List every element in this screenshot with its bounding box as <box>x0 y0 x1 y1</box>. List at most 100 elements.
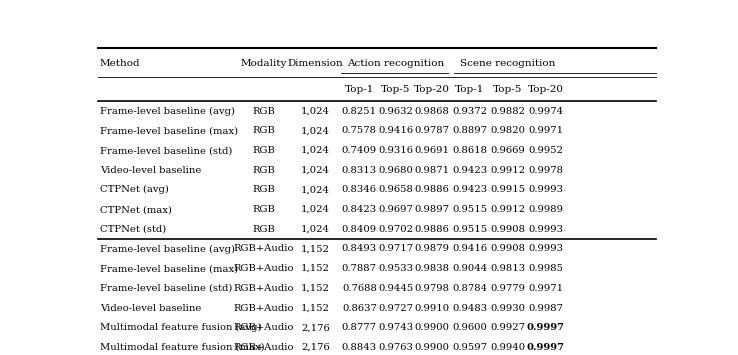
Text: 0.9717: 0.9717 <box>379 245 413 253</box>
Text: 1,024: 1,024 <box>301 225 330 234</box>
Text: 0.7688: 0.7688 <box>342 284 377 293</box>
Text: 1,152: 1,152 <box>301 245 330 253</box>
Text: Method: Method <box>100 59 140 67</box>
Text: 0.9423: 0.9423 <box>452 185 487 195</box>
Text: 0.8777: 0.8777 <box>342 323 377 332</box>
Text: 0.9445: 0.9445 <box>379 284 413 293</box>
Text: 0.9886: 0.9886 <box>415 225 449 234</box>
Text: 0.9900: 0.9900 <box>415 343 449 352</box>
Text: Video-level baseline: Video-level baseline <box>100 166 201 175</box>
Text: RGB+Audio: RGB+Audio <box>234 343 294 352</box>
Text: Frame-level baseline (max): Frame-level baseline (max) <box>100 126 238 135</box>
Text: 0.9912: 0.9912 <box>491 205 525 214</box>
Text: 2,176: 2,176 <box>301 343 330 352</box>
Text: 0.9727: 0.9727 <box>379 304 413 312</box>
Text: 0.9993: 0.9993 <box>528 185 563 195</box>
Text: Top-5: Top-5 <box>382 84 410 94</box>
Text: Dimension: Dimension <box>287 59 343 67</box>
Text: 0.9372: 0.9372 <box>452 107 487 116</box>
Text: Action recognition: Action recognition <box>347 59 444 67</box>
Text: 0.9993: 0.9993 <box>528 225 563 234</box>
Text: 1,152: 1,152 <box>301 284 330 293</box>
Text: Scene recognition: Scene recognition <box>461 59 556 67</box>
Text: RGB: RGB <box>252 185 275 195</box>
Text: 0.9515: 0.9515 <box>452 205 487 214</box>
Text: 2,176: 2,176 <box>301 323 330 332</box>
Text: 1,024: 1,024 <box>301 107 330 116</box>
Text: RGB+Audio: RGB+Audio <box>234 323 294 332</box>
Text: 0.7578: 0.7578 <box>342 126 377 135</box>
Text: Frame-level baseline (avg): Frame-level baseline (avg) <box>100 244 235 253</box>
Text: 0.9997: 0.9997 <box>527 343 565 352</box>
Text: 0.9515: 0.9515 <box>452 225 487 234</box>
Text: 0.9779: 0.9779 <box>491 284 525 293</box>
Text: 0.9787: 0.9787 <box>415 126 449 135</box>
Text: 0.9798: 0.9798 <box>415 284 449 293</box>
Text: Frame-level baseline (std): Frame-level baseline (std) <box>100 284 232 293</box>
Text: 0.9910: 0.9910 <box>415 304 449 312</box>
Text: 0.9868: 0.9868 <box>415 107 449 116</box>
Text: CTPNet (std): CTPNet (std) <box>100 225 166 234</box>
Text: Top-1: Top-1 <box>345 84 374 94</box>
Text: 1,024: 1,024 <box>301 166 330 175</box>
Text: Frame-level baseline (avg): Frame-level baseline (avg) <box>100 106 235 116</box>
Text: 0.9952: 0.9952 <box>528 146 563 155</box>
Text: RGB+Audio: RGB+Audio <box>234 304 294 312</box>
Text: Top-5: Top-5 <box>494 84 523 94</box>
Text: 0.9600: 0.9600 <box>452 323 487 332</box>
Text: 0.9912: 0.9912 <box>491 166 525 175</box>
Text: Frame-level baseline (max): Frame-level baseline (max) <box>100 264 238 273</box>
Text: RGB: RGB <box>252 225 275 234</box>
Text: Top-20: Top-20 <box>528 84 564 94</box>
Text: 0.9423: 0.9423 <box>452 166 487 175</box>
Text: 0.8423: 0.8423 <box>342 205 377 214</box>
Text: 0.8784: 0.8784 <box>452 284 487 293</box>
Text: 0.9871: 0.9871 <box>415 166 449 175</box>
Text: Modality: Modality <box>241 59 287 67</box>
Text: 0.7887: 0.7887 <box>342 264 377 273</box>
Text: Multimodal feature fusion (avg): Multimodal feature fusion (avg) <box>100 323 261 332</box>
Text: RGB: RGB <box>252 126 275 135</box>
Text: Multimodal feature fusion (max): Multimodal feature fusion (max) <box>100 343 264 352</box>
Text: 0.9597: 0.9597 <box>452 343 487 352</box>
Text: 0.9985: 0.9985 <box>528 264 563 273</box>
Text: 0.9987: 0.9987 <box>528 304 563 312</box>
Text: 0.9908: 0.9908 <box>491 225 525 234</box>
Text: 0.9416: 0.9416 <box>452 245 487 253</box>
Text: 1,024: 1,024 <box>301 146 330 155</box>
Text: RGB: RGB <box>252 166 275 175</box>
Text: RGB: RGB <box>252 205 275 214</box>
Text: 1,024: 1,024 <box>301 205 330 214</box>
Text: 0.9900: 0.9900 <box>415 323 449 332</box>
Text: 0.9813: 0.9813 <box>491 264 525 273</box>
Text: 0.7409: 0.7409 <box>342 146 377 155</box>
Text: 0.8346: 0.8346 <box>342 185 377 195</box>
Text: 0.9416: 0.9416 <box>379 126 413 135</box>
Text: 0.9680: 0.9680 <box>379 166 413 175</box>
Text: 0.9820: 0.9820 <box>491 126 525 135</box>
Text: Top-1: Top-1 <box>455 84 484 94</box>
Text: Video-level baseline: Video-level baseline <box>100 304 201 312</box>
Text: 0.9908: 0.9908 <box>491 245 525 253</box>
Text: 0.9763: 0.9763 <box>379 343 413 352</box>
Text: 0.8637: 0.8637 <box>342 304 377 312</box>
Text: 0.9697: 0.9697 <box>379 205 413 214</box>
Text: 0.9940: 0.9940 <box>491 343 525 352</box>
Text: 0.8618: 0.8618 <box>452 146 487 155</box>
Text: 1,152: 1,152 <box>301 304 330 312</box>
Text: RGB+Audio: RGB+Audio <box>234 284 294 293</box>
Text: 0.8251: 0.8251 <box>342 107 377 116</box>
Text: 0.9978: 0.9978 <box>528 166 563 175</box>
Text: 0.9993: 0.9993 <box>528 245 563 253</box>
Text: 0.9838: 0.9838 <box>415 264 449 273</box>
Text: RGB+Audio: RGB+Audio <box>234 264 294 273</box>
Text: RGB: RGB <box>252 107 275 116</box>
Text: 0.9886: 0.9886 <box>415 185 449 195</box>
Text: RGB+Audio: RGB+Audio <box>234 245 294 253</box>
Text: CTPNet (avg): CTPNet (avg) <box>100 185 168 195</box>
Text: RGB: RGB <box>252 146 275 155</box>
Text: 0.8897: 0.8897 <box>452 126 487 135</box>
Text: 0.9971: 0.9971 <box>528 126 563 135</box>
Text: 0.8409: 0.8409 <box>342 225 377 234</box>
Text: 0.9044: 0.9044 <box>452 264 487 273</box>
